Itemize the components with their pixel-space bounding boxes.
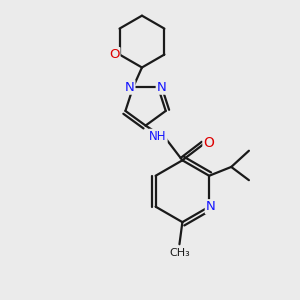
Text: N: N: [157, 81, 166, 94]
Text: N: N: [206, 200, 215, 213]
Text: O: O: [109, 48, 119, 61]
Text: CH₃: CH₃: [169, 248, 190, 258]
Text: O: O: [203, 136, 214, 150]
Text: N: N: [125, 81, 134, 94]
Text: NH: NH: [149, 130, 167, 143]
